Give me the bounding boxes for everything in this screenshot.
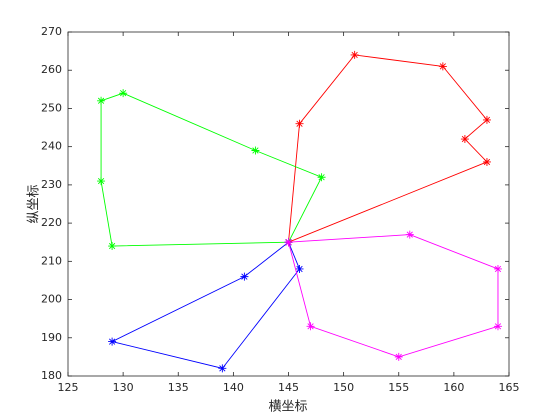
series-line xyxy=(288,54,488,243)
point-marker xyxy=(240,272,249,281)
x-tick-label: 140 xyxy=(223,381,244,394)
point-marker xyxy=(493,322,502,331)
y-tick-label: 230 xyxy=(41,178,62,191)
point-marker xyxy=(108,242,117,251)
point-marker xyxy=(438,62,447,71)
x-tick-label: 135 xyxy=(168,381,189,394)
y-tick-label: 200 xyxy=(41,293,62,306)
x-tick-label: 130 xyxy=(113,381,134,394)
series-line xyxy=(100,92,323,247)
point-marker xyxy=(317,173,326,182)
point-marker xyxy=(350,50,359,59)
series-line xyxy=(110,241,301,369)
x-tick-label: 145 xyxy=(278,381,299,394)
point-marker xyxy=(295,264,304,273)
point-marker xyxy=(394,352,403,361)
point-marker xyxy=(482,115,491,124)
axes-box xyxy=(67,31,510,377)
point-marker xyxy=(405,230,414,239)
y-tick-label: 260 xyxy=(41,63,62,76)
y-tick-label: 190 xyxy=(41,331,62,344)
point-marker xyxy=(119,89,128,98)
x-tick-label: 125 xyxy=(58,381,79,394)
y-tick-label: 180 xyxy=(41,369,62,382)
point-marker xyxy=(97,96,106,105)
y-axis-label: 纵坐标 xyxy=(27,184,42,223)
x-tick-label: 160 xyxy=(443,381,464,394)
point-marker xyxy=(493,264,502,273)
y-tick-label: 240 xyxy=(41,140,62,153)
y-tick-label: 220 xyxy=(41,216,62,229)
point-marker xyxy=(482,157,491,166)
point-marker xyxy=(251,146,260,155)
x-axis-label: 横坐标 xyxy=(268,400,307,415)
point-marker xyxy=(306,322,315,331)
x-tick-label: 155 xyxy=(388,381,409,394)
point-marker xyxy=(97,177,106,186)
x-tick-label: 165 xyxy=(499,381,520,394)
y-tick-label: 210 xyxy=(41,254,62,267)
point-marker xyxy=(284,238,293,247)
point-marker xyxy=(218,364,227,373)
point-marker xyxy=(108,337,117,346)
y-tick-label: 270 xyxy=(41,25,62,38)
x-tick-label: 150 xyxy=(333,381,354,394)
y-tick-label: 250 xyxy=(41,101,62,114)
point-marker xyxy=(295,119,304,128)
point-marker xyxy=(460,135,469,144)
